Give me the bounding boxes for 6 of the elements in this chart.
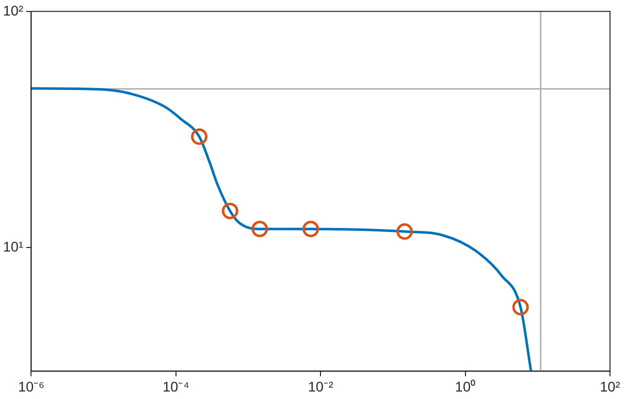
y-tick-label: 10¹ — [3, 238, 24, 255]
x-tick-label: 10⁻⁶ — [18, 378, 44, 394]
x-tick-label: 10⁰ — [455, 378, 476, 394]
x-tick-label: 10⁻⁴ — [162, 378, 190, 394]
x-tick-label: 10² — [600, 378, 620, 394]
x-tick-label: 10⁻² — [308, 378, 334, 394]
